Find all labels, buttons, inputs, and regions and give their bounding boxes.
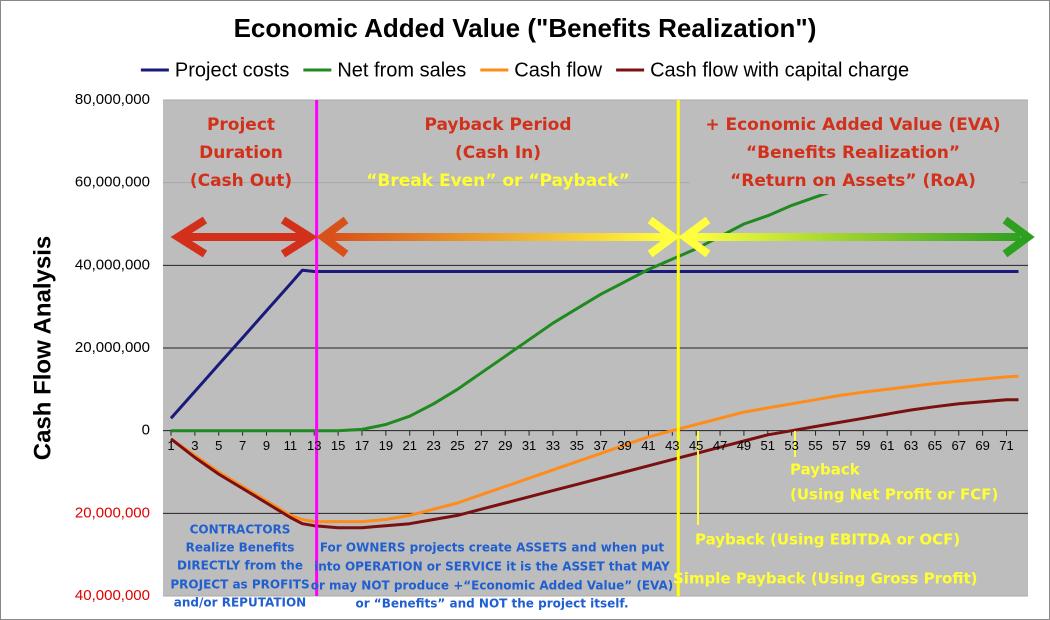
x-tick-label: 7 (239, 438, 246, 453)
legend-label: Cash flow with capital charge (650, 59, 909, 81)
x-tick-label: 53 (784, 438, 798, 453)
arrow-head (647, 216, 680, 258)
x-tick-label: 51 (761, 438, 775, 453)
annotation-box (690, 108, 1020, 194)
annotation: Payback (Using EBITDA or OCF) (695, 531, 960, 549)
annotation: Payback (790, 461, 861, 479)
arrow-head (316, 216, 349, 258)
annotation: (Cash Out) (190, 171, 292, 191)
x-tick-label: 41 (641, 438, 655, 453)
annotation: (Cash In) (455, 143, 541, 163)
annotation: into OPERATION or SERVICE it is the ASSE… (314, 560, 670, 574)
y-tick-label: 20,000,000 (75, 339, 150, 356)
x-tick-label: 55 (808, 438, 822, 453)
x-tick-label: 25 (450, 438, 464, 453)
x-tick-label: 39 (617, 438, 631, 453)
y-tick-label: 40,000,000 (75, 587, 150, 604)
arrow-head (678, 216, 711, 258)
arrow (690, 233, 1020, 241)
x-tick-label: 27 (474, 438, 488, 453)
x-tick-label: 11 (284, 438, 298, 453)
x-tick-label: 15 (331, 438, 345, 453)
annotation: DIRECTLY from the (177, 559, 303, 573)
annotation: For OWNERS projects create ASSETS and wh… (320, 541, 665, 555)
x-tick-label: 61 (880, 438, 894, 453)
x-tick-label: 71 (999, 438, 1013, 453)
annotation: Payback Period (424, 115, 571, 135)
x-tick-label: 57 (832, 438, 846, 453)
x-tick-label: 37 (593, 438, 607, 453)
annotation: “Return on Assets” (RoA) (730, 171, 976, 191)
x-tick-label: 67 (952, 438, 966, 453)
arrows (170, 216, 1035, 525)
annotation: + Economic Added Value (EVA) (705, 115, 1000, 135)
x-tick-label: 9 (263, 438, 270, 453)
y-axis-label: Cash Flow Analysis (29, 236, 56, 461)
annotation: Project (207, 115, 275, 135)
series-line (170, 398, 1019, 530)
x-tick-label: 21 (402, 438, 416, 453)
x-tick-label: 43 (665, 438, 679, 453)
arrow-head (170, 216, 208, 258)
x-tick-label: 33 (546, 438, 560, 453)
legend: Project costs Net from sales Cash flow Cash… (140, 59, 909, 81)
series-line (170, 374, 1019, 524)
legend-label: Net from sales (337, 59, 466, 81)
x-tick-label: 35 (570, 438, 584, 453)
x-tick-label: 47 (713, 438, 727, 453)
x-tick-label: 23 (426, 438, 440, 453)
reference-lines (315, 100, 680, 596)
x-tick-label: 29 (498, 438, 512, 453)
x-tick-label: 63 (904, 438, 918, 453)
x-tick-label: 13 (307, 438, 321, 453)
annotation: (Using Net Profit or FCF) (790, 486, 998, 504)
x-tick-label: 3 (191, 438, 198, 453)
annotation: Simple Payback (Using Gross Profit) (673, 570, 978, 588)
arrow (330, 233, 670, 241)
x-tick-label: 31 (522, 438, 536, 453)
x-tick-label: 17 (355, 438, 369, 453)
arrow-head (280, 216, 318, 258)
annotation: PROJECT as PROFITS (170, 578, 309, 592)
x-tick-label: 49 (737, 438, 751, 453)
annotation: “Benefits Realization” (746, 143, 960, 163)
annotation: CONTRACTORS (190, 523, 291, 537)
annotation: or may NOT produce +“Economic Added Valu… (311, 579, 674, 593)
annotation: or “Benefits” and NOT the project itself… (355, 597, 628, 611)
y-tick-label: 40,000,000 (75, 256, 150, 273)
annotations: Project Duration (Cash Out) Payback Peri… (170, 115, 1000, 611)
y-tick-label: 80,000,000 (75, 91, 150, 108)
x-tick-label: 1 (167, 438, 174, 453)
y-tick-label: 60,000,000 (75, 174, 150, 191)
annotation: “Break Even” or “Payback” (366, 171, 630, 191)
x-tick-label: 65 (928, 438, 942, 453)
x-tick-label: 45 (689, 438, 703, 453)
annotation: and/or REPUTATION (174, 596, 306, 610)
legend-label: Cash flow (514, 59, 602, 81)
x-tick-label: 59 (856, 438, 870, 453)
arrow-head (1002, 216, 1035, 258)
annotation: Realize Benefits (186, 541, 295, 555)
annotation: Duration (199, 143, 283, 163)
x-tick-label: 19 (379, 438, 393, 453)
chart-title: Economic Added Value ("Benefits Realizat… (234, 13, 817, 43)
x-tick-label: 5 (215, 438, 222, 453)
legend-label: Project costs (175, 59, 289, 81)
series-line (169, 268, 1019, 420)
x-tick-label: 69 (975, 438, 989, 453)
y-tick-label: 20,000,000 (75, 504, 150, 521)
y-tick-label: 0 (142, 422, 150, 439)
